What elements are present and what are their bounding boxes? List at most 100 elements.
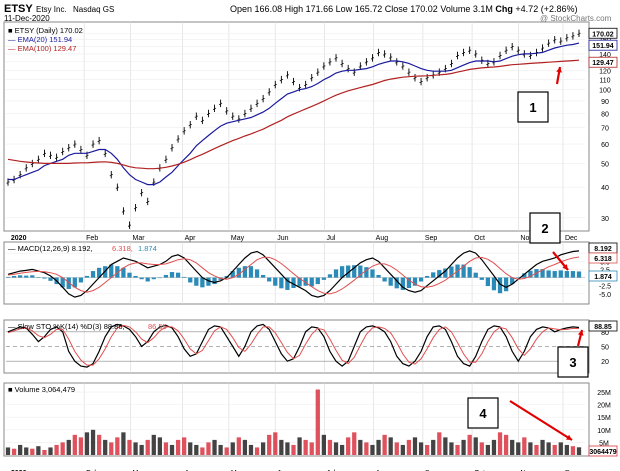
- macd-histogram-bar: [121, 267, 126, 278]
- volume-bar: [425, 444, 430, 455]
- volume-bar: [388, 437, 393, 455]
- close-label: Close: [384, 4, 408, 14]
- volume-bar: [139, 444, 144, 455]
- volume-bar: [358, 439, 363, 455]
- macd-histogram-bar: [182, 276, 187, 278]
- close-value: 170.02: [410, 4, 438, 14]
- macd-histogram-bar: [443, 268, 448, 278]
- x-tick-label-top: Dec: [565, 235, 578, 242]
- macd-histogram-bar: [491, 277, 497, 291]
- badge-close-box: [588, 27, 618, 39]
- annotation-box-2: [529, 212, 561, 244]
- badge-hist: 1.874: [594, 274, 612, 281]
- volume-bar: [346, 437, 351, 455]
- macd-y-tick-label: -2.5: [599, 284, 611, 291]
- volume-bar: [303, 439, 308, 455]
- volume-bar: [236, 437, 241, 455]
- annotation-arrow-4-head: [566, 434, 572, 440]
- low-label: Low: [335, 4, 353, 14]
- y-tick-label: 60: [601, 142, 609, 149]
- volume-bar: [66, 439, 71, 455]
- macd-histogram-bar: [18, 275, 23, 278]
- macd-histogram-bar: [437, 270, 442, 278]
- badge-close: 170.02: [592, 31, 614, 38]
- volume-bar: [206, 442, 211, 455]
- badge-ema100: 129.47: [592, 60, 614, 67]
- volume-bar: [224, 447, 229, 455]
- watermark: @ StockCharts.com: [540, 14, 612, 23]
- y-tick-label: 70: [601, 126, 609, 133]
- volume-bar: [260, 442, 266, 455]
- legend-hist: 1.874: [138, 244, 157, 253]
- stoch-d-line: [7, 324, 580, 366]
- macd-histogram-bar: [72, 277, 77, 288]
- badge-signal: 6.318: [594, 256, 612, 263]
- volume-bar: [285, 442, 290, 455]
- x-tick-label-top: May: [231, 235, 245, 242]
- macd-histogram-bar: [175, 272, 181, 278]
- x-tick-label-top: Feb: [86, 235, 98, 242]
- sto-y-tick-label: 80: [601, 330, 609, 337]
- legend-signal: 6.318,: [112, 244, 133, 253]
- macd-histogram-bar: [291, 277, 296, 288]
- y-tick-label: 100: [599, 88, 611, 95]
- macd-histogram-bar: [169, 272, 175, 278]
- macd-histogram-bar: [212, 277, 217, 285]
- macd-histogram-bar: [42, 277, 47, 279]
- sto-y-tick-label: 20: [601, 359, 609, 366]
- volume-bar: [528, 442, 533, 455]
- macd-histogram-bar: [564, 271, 569, 278]
- macd-histogram-bar: [503, 277, 509, 292]
- volume-bar: [297, 437, 302, 455]
- macd-histogram-bar: [540, 269, 545, 278]
- volume-bar: [127, 439, 132, 455]
- volume-bar: [182, 437, 187, 455]
- macd-histogram-bar: [528, 270, 533, 278]
- badge-volume-box: [588, 445, 618, 457]
- macd-histogram-bar: [267, 277, 272, 282]
- macd-histogram-bar: [425, 275, 430, 278]
- volume-bar: [151, 434, 156, 455]
- y-tick-label: 90: [601, 99, 609, 106]
- macd-histogram-bar: [461, 264, 466, 278]
- macd-histogram-bar: [285, 277, 290, 290]
- volume-bar: [485, 444, 491, 455]
- legend-volume: ■ Volume 3,064,479: [8, 385, 75, 394]
- macd-histogram-bar: [5, 276, 11, 278]
- macd-histogram-bar: [552, 271, 557, 278]
- volume-bar: [333, 442, 339, 455]
- volume-bar: [552, 444, 557, 455]
- volume-bar: [188, 442, 193, 455]
- badge-ema100-box: [588, 56, 618, 68]
- volume-bar: [327, 439, 333, 455]
- volume-bar: [121, 432, 126, 455]
- macd-histogram-bar: [248, 266, 254, 278]
- sto-y-tick-label: 50: [601, 345, 609, 352]
- high-value: 171.66: [305, 4, 334, 14]
- badge-macd: 8.192: [594, 246, 612, 253]
- legend-ema20: — EMA(20) 151.94: [8, 35, 72, 44]
- macd-histogram-bar: [163, 274, 169, 278]
- ema20-line: [8, 42, 580, 186]
- macd-histogram-bar: [576, 271, 582, 278]
- volume-bar: [455, 444, 460, 455]
- macd-histogram-bar: [346, 265, 351, 278]
- macd-histogram-bar: [260, 274, 266, 278]
- macd-histogram-bar: [497, 277, 503, 294]
- x-tick-label-top: Sep: [425, 235, 438, 242]
- volume-bar: [382, 434, 387, 455]
- macd-histogram-bar: [394, 277, 399, 289]
- vol-y-tick-label: 25M: [597, 390, 611, 397]
- badge-volume: 3064479: [589, 449, 616, 456]
- macd-histogram-bar: [473, 272, 478, 278]
- macd-histogram-bar: [109, 264, 114, 278]
- volume-bar: [546, 442, 551, 455]
- volume-bar: [412, 437, 418, 455]
- macd-histogram-bar: [327, 274, 333, 278]
- volume-bar: [248, 444, 254, 455]
- high-label: High: [284, 4, 304, 14]
- macd-histogram-bar: [206, 277, 211, 286]
- annotation-label-3: 3: [569, 355, 576, 370]
- macd-histogram-bar: [66, 277, 71, 289]
- volume-bar: [309, 442, 314, 455]
